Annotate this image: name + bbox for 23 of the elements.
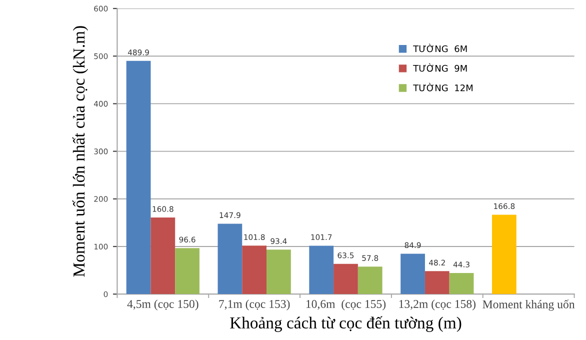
- bar: [358, 266, 382, 294]
- bar: [492, 214, 516, 294]
- x-axis-title: Khoảng cách từ cọc đến tường (m): [230, 316, 462, 332]
- x-tick-label: 13,2m (cọc 158): [399, 300, 476, 310]
- bar: [424, 271, 450, 294]
- bar: [150, 218, 176, 294]
- legend-label: TƯỜNG 6M: [413, 44, 467, 52]
- y-axis-title: Moment uốn lớn nhất của cọc (kN.m): [72, 26, 88, 277]
- bar: [242, 246, 267, 294]
- bar: [309, 246, 334, 294]
- x-tick-label: Moment kháng uốn: [482, 300, 575, 311]
- bar: [175, 248, 200, 294]
- bar: [449, 273, 474, 294]
- bar: [334, 264, 358, 294]
- bar: [126, 60, 151, 294]
- x-tick-label: 10,6m (cọc 155): [306, 300, 386, 310]
- x-tick-label: 7,1m (cọc 153): [219, 300, 290, 310]
- bar: [266, 250, 291, 294]
- bar: [218, 224, 242, 294]
- bar: [400, 254, 425, 294]
- x-tick-label: 4,5m (cọc 150): [127, 300, 198, 310]
- legend-label: TƯỜNG 9M: [413, 63, 467, 72]
- legend-label: TƯỜNG 12M: [413, 82, 472, 92]
